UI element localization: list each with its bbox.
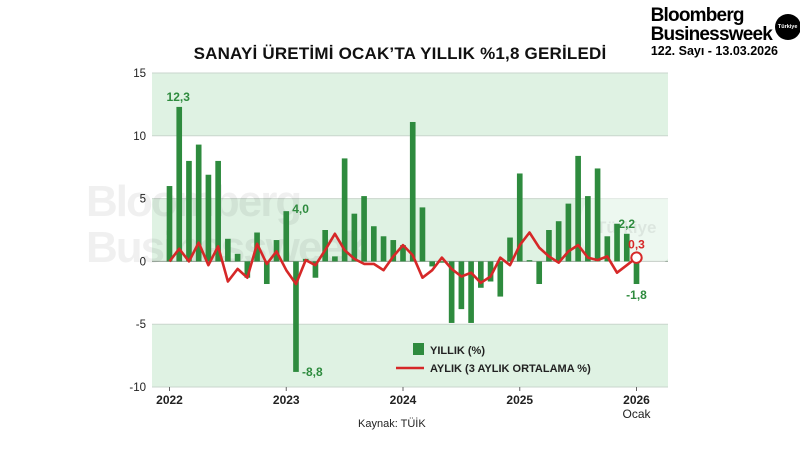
bar xyxy=(293,261,299,372)
bar xyxy=(546,230,552,262)
bar xyxy=(487,261,494,282)
bar xyxy=(263,261,270,285)
legend-line-label: AYLIK (3 AYLIK ORTALAMA %) xyxy=(430,363,591,375)
bar xyxy=(166,186,173,262)
chart-title: SANAYİ ÜRETİMİ OCAK’TA YILLIK %1,8 GERİL… xyxy=(193,44,607,63)
bar xyxy=(555,221,562,262)
bar xyxy=(215,160,221,262)
x-tick-label: 2026 xyxy=(623,393,650,407)
bar xyxy=(516,173,523,262)
bar xyxy=(370,226,377,262)
bar xyxy=(409,121,416,262)
bar xyxy=(585,196,591,262)
x-tick-label: 2023 xyxy=(273,393,300,407)
bar xyxy=(332,256,338,262)
y-tick-label: 0 xyxy=(140,256,146,268)
bar xyxy=(439,261,445,263)
bar xyxy=(341,158,348,262)
data-label: -1,8 xyxy=(626,288,647,302)
y-tick-label: -10 xyxy=(129,382,146,394)
bar xyxy=(351,213,358,262)
bar xyxy=(225,238,231,262)
y-tick-label: 5 xyxy=(140,194,146,206)
grid-band xyxy=(152,324,668,387)
source-note: Kaynak: TÜİK xyxy=(358,418,426,430)
data-label: 12,3 xyxy=(167,90,191,104)
brand-line-2: Businessweek xyxy=(650,24,773,45)
bar xyxy=(429,261,436,267)
bar xyxy=(468,261,474,323)
data-label: 0,3 xyxy=(628,238,645,252)
bar xyxy=(614,223,620,262)
x-tick-label: 2024 xyxy=(390,393,417,407)
legend-bar-swatch xyxy=(413,343,424,355)
bar xyxy=(390,240,397,262)
bar xyxy=(507,237,513,262)
x-tick-label: 2025 xyxy=(506,393,533,407)
watermark-badge-text: Türkiye xyxy=(596,218,656,237)
bar xyxy=(312,261,319,278)
bar xyxy=(400,245,406,262)
bar xyxy=(186,160,192,262)
data-label: 2,2 xyxy=(618,217,635,231)
bar xyxy=(283,211,290,262)
y-tick-label: -5 xyxy=(136,319,146,331)
issue-info: 122. Sayı - 13.03.2026 xyxy=(650,44,778,58)
line-series xyxy=(168,231,638,286)
data-label: 4,0 xyxy=(292,202,309,216)
bar xyxy=(322,230,328,262)
bar xyxy=(205,174,212,262)
bar xyxy=(244,261,251,278)
y-tick-label: 10 xyxy=(133,131,146,143)
bar xyxy=(380,236,387,262)
brand-logo: Bloomberg Businessweek Türkiye xyxy=(650,5,800,45)
bar xyxy=(478,261,484,288)
bar xyxy=(526,260,533,262)
bar xyxy=(565,203,572,262)
bar xyxy=(195,144,202,262)
legend-bar-label: YILLIK (%) xyxy=(430,345,485,357)
data-label: -8,8 xyxy=(302,365,323,379)
watermark-line-1: Bloomberg xyxy=(86,177,300,226)
bar xyxy=(234,253,241,262)
y-tick-label: 15 xyxy=(133,68,146,80)
bar xyxy=(176,106,183,262)
bar xyxy=(623,233,630,262)
line-endpoint xyxy=(630,251,643,264)
bar xyxy=(575,155,581,262)
bar xyxy=(361,196,367,262)
x-tick-sub-label: Ocak xyxy=(622,407,651,421)
bar xyxy=(448,261,455,323)
bar xyxy=(536,261,543,285)
brand-line-1: Bloomberg xyxy=(650,5,745,26)
brand-badge: Türkiye xyxy=(774,14,800,40)
x-tick-label: 2022 xyxy=(156,393,183,407)
bar xyxy=(633,261,640,285)
bar xyxy=(497,261,504,297)
bar xyxy=(594,168,601,262)
bar xyxy=(419,207,426,262)
bar xyxy=(458,261,465,310)
bar xyxy=(604,236,611,262)
